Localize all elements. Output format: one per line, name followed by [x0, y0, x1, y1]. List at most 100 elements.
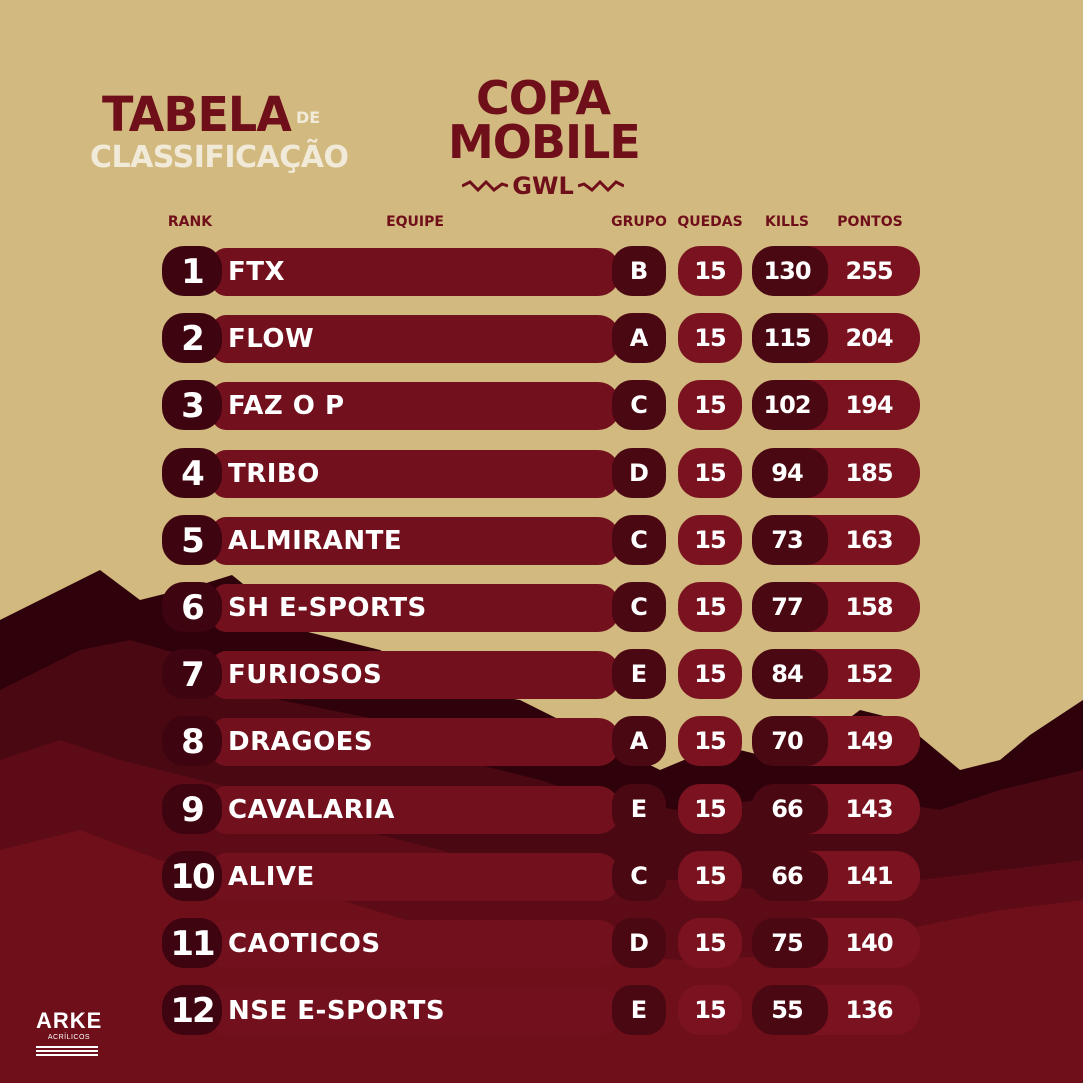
quedas-badge	[678, 716, 742, 766]
pontos-value: 152	[845, 660, 893, 688]
table-row: 12 NSE E-SPORTS E 15 55 136	[0, 983, 1083, 1039]
group-badge	[612, 918, 666, 968]
team-bar	[212, 786, 620, 834]
rank-badge	[162, 246, 222, 296]
kills-badge	[752, 313, 828, 363]
group-value: D	[629, 459, 649, 487]
quedas-badge	[678, 985, 742, 1035]
group-value: C	[630, 526, 648, 554]
team-name: FTX	[228, 257, 286, 287]
rank-badge	[162, 918, 222, 968]
group-badge	[612, 716, 666, 766]
header-quedas: QUEDAS	[677, 214, 743, 230]
brand-lines	[36, 1046, 98, 1056]
kills-value: 94	[771, 459, 803, 487]
team-bar	[212, 248, 620, 296]
title-sub: CLASSIFICAÇÃO	[90, 140, 349, 175]
group-value: E	[630, 795, 648, 823]
quedas-badge	[678, 918, 742, 968]
kills-badge	[752, 851, 828, 901]
team-bar	[212, 853, 620, 901]
table-row: 8 DRAGOES A 15 70 149	[0, 714, 1083, 770]
pontos-value: 136	[845, 996, 893, 1024]
group-badge	[612, 985, 666, 1035]
quedas-value: 15	[694, 526, 726, 554]
kills-value: 102	[763, 391, 811, 419]
quedas-value: 15	[694, 727, 726, 755]
group-value: B	[629, 257, 649, 285]
quedas-badge	[678, 649, 742, 699]
kills-badge	[752, 582, 828, 632]
pontos-value: 158	[845, 593, 893, 621]
header-rank: RANK	[167, 214, 213, 230]
quedas-value: 15	[694, 862, 726, 890]
arke-logo: ARKE ACRÍLICOS	[36, 1008, 102, 1058]
zigzag-right-icon	[578, 180, 624, 192]
table-row: 6 SH E-SPORTS C 15 77 158	[0, 580, 1083, 636]
kills-badge	[752, 380, 828, 430]
kills-badge	[752, 784, 828, 834]
pontos-value: 185	[845, 459, 893, 487]
team-bar	[212, 315, 620, 363]
kills-value: 55	[771, 996, 803, 1024]
header-pontos: PONTOS	[837, 214, 903, 230]
team-bar	[212, 718, 620, 766]
pontos-value: 141	[845, 862, 893, 890]
pontos-value: 143	[845, 795, 893, 823]
group-badge	[612, 448, 666, 498]
group-badge	[612, 246, 666, 296]
quedas-badge	[678, 784, 742, 834]
rank-number: 1	[181, 252, 205, 292]
team-name: NSE E-SPORTS	[228, 996, 446, 1026]
quedas-value: 15	[694, 660, 726, 688]
kills-value: 77	[771, 593, 803, 621]
kills-badge	[752, 649, 828, 699]
title-de: DE	[296, 108, 321, 127]
brand-name: ARKE	[36, 1008, 103, 1033]
rank-badge	[162, 716, 222, 766]
team-name: TRIBO	[228, 459, 320, 489]
rank-badge	[162, 851, 222, 901]
kills-value: 84	[771, 660, 803, 688]
group-badge	[612, 649, 666, 699]
rank-number: 11	[170, 924, 215, 964]
rank-badge	[162, 380, 222, 430]
team-bar	[212, 584, 620, 632]
kills-badge	[752, 985, 828, 1035]
kills-badge	[752, 918, 828, 968]
rank-number: 9	[181, 790, 205, 830]
rank-badge	[162, 515, 222, 565]
table-row: 3 FAZ O P C 15 102 194	[0, 378, 1083, 434]
pontos-value: 140	[845, 929, 893, 957]
team-name: FURIOSOS	[228, 660, 383, 690]
brand-sub: ACRÍLICOS	[47, 1034, 91, 1041]
team-name: DRAGOES	[228, 727, 374, 757]
kills-value: 130	[763, 257, 811, 285]
pontos-value: 204	[845, 324, 893, 352]
kills-value: 66	[771, 862, 803, 890]
kills-value: 75	[771, 929, 803, 957]
team-name: SH E-SPORTS	[228, 593, 427, 623]
group-badge	[612, 313, 666, 363]
page-title: TABELA DE CLASSIFICAÇÃO	[90, 85, 349, 188]
rank-number: 7	[181, 655, 205, 695]
rank-number: 4	[181, 454, 205, 494]
quedas-badge	[678, 851, 742, 901]
header-equipe: EQUIPE	[386, 214, 444, 230]
table-row: 11 CAOTICOS D 15 75 140	[0, 916, 1083, 972]
rank-badge	[162, 313, 222, 363]
kills-value: 115	[763, 324, 811, 352]
group-value: E	[630, 996, 648, 1024]
header-kills: KILLS	[765, 214, 809, 230]
title-main: TABELA	[102, 85, 292, 143]
group-value: C	[630, 862, 648, 890]
zigzag-left-icon	[462, 180, 508, 192]
team-bar	[212, 651, 620, 699]
group-badge	[612, 380, 666, 430]
quedas-value: 15	[694, 391, 726, 419]
quedas-value: 15	[694, 324, 726, 352]
group-value: C	[630, 593, 648, 621]
logo-sub: GWL	[512, 172, 574, 200]
kills-badge	[752, 448, 828, 498]
group-badge	[612, 515, 666, 565]
